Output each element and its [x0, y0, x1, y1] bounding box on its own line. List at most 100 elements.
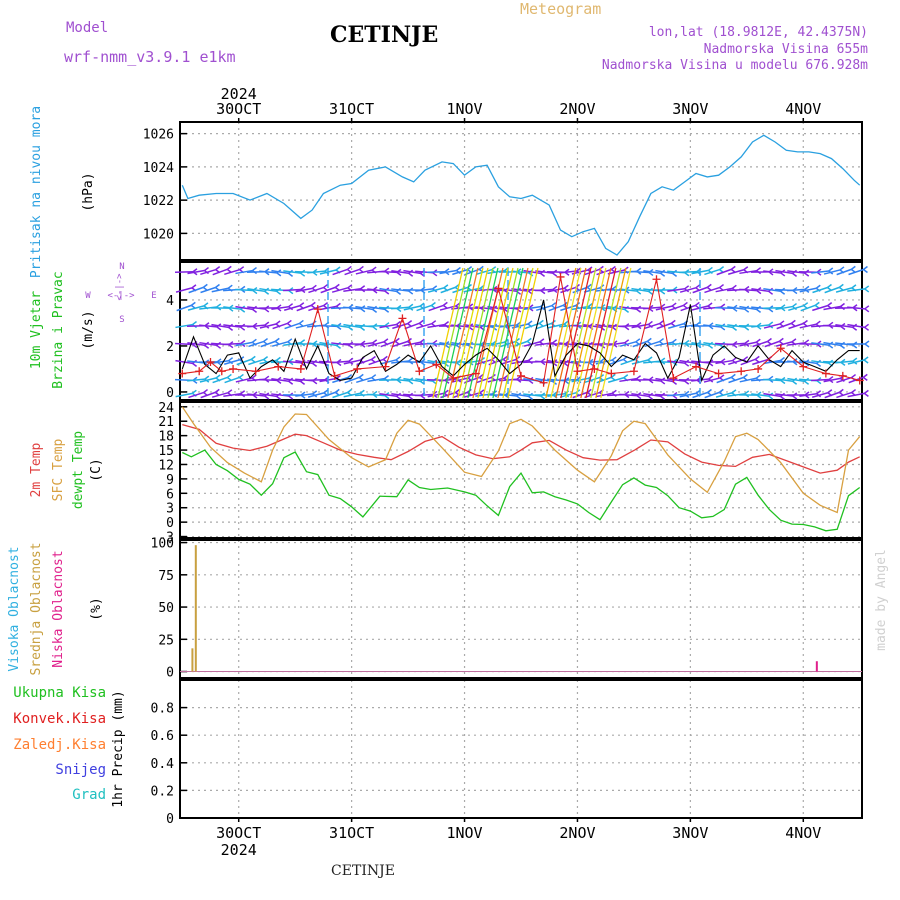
wind-arrow: [202, 283, 208, 288]
wind-arrow: [511, 378, 529, 382]
wind-gust-point: [381, 362, 390, 371]
compass-south: S: [119, 315, 124, 325]
wind-arrow: [756, 267, 762, 272]
wind-arrow: [727, 342, 745, 346]
wind-arrow: [212, 376, 228, 384]
wind-arrow: [547, 287, 565, 293]
wind-arrow: [259, 287, 277, 293]
model-label: Model: [66, 20, 109, 36]
wind-arrow: [335, 266, 341, 271]
wind-arrow: [684, 362, 690, 367]
wind-gust-point: [607, 369, 616, 378]
wind-arrow: [251, 338, 257, 343]
wind-gust-point: [629, 367, 638, 376]
wind-arrow: [251, 374, 257, 379]
legend-graupel: Grad: [72, 787, 106, 803]
wind-arrow: [790, 319, 796, 324]
wind-arrow: [300, 380, 306, 385]
y-tick-label: 6: [166, 487, 174, 502]
wind-arrow: [442, 301, 448, 307]
wind-arrow: [456, 266, 461, 272]
wind-arrow: [391, 288, 409, 292]
day-label-bottom: 30OCT: [216, 824, 261, 842]
wind-arrow: [332, 268, 348, 276]
wind-arrow: [307, 392, 325, 398]
wind-arrow: [847, 359, 865, 365]
day-label-bottom: 31OCT: [329, 824, 374, 842]
wind-arrow: [714, 306, 734, 310]
wind-arrow: [384, 375, 390, 380]
wind-arrow: [366, 324, 386, 328]
pressure-unit: (hPa): [81, 172, 96, 211]
wind-arrow: [583, 287, 601, 293]
y-tick-label: 24: [158, 401, 174, 416]
dewpt-title: dewpt Temp: [71, 431, 86, 509]
cloud-bar: [815, 661, 818, 672]
wind-arrow: [420, 395, 426, 400]
wind-arrow: [298, 319, 304, 325]
wind-arrow: [550, 267, 582, 399]
wind-gust-point: [799, 362, 808, 371]
wind-arrow: [306, 378, 326, 382]
wind-arrow: [415, 288, 433, 292]
wind-arrow: [768, 375, 774, 380]
wind-arrow: [788, 322, 804, 330]
cloud-bar: [191, 648, 194, 672]
wind-arrow: [355, 342, 373, 346]
wind-arrow: [452, 267, 484, 399]
wind-arrow: [768, 395, 774, 400]
wind-arrow: [631, 392, 649, 398]
wind-arrow: [283, 288, 301, 292]
wind-arrow: [863, 392, 869, 397]
station-footer: CETINJE: [331, 863, 395, 879]
wind-arrow: [200, 391, 216, 399]
day-label-top: 2NOV: [559, 100, 595, 118]
wind-arrow: [391, 270, 409, 274]
wind-arrow: [715, 287, 733, 293]
wind-arrow: [667, 288, 685, 292]
wind-arrow: [187, 378, 205, 382]
wind-arrow: [347, 374, 353, 379]
wind-arrow: [214, 388, 220, 393]
wind-arrow: [275, 320, 281, 325]
wind-arrow: [367, 288, 385, 292]
wind-arrow: [851, 373, 857, 379]
wind-arrow: [426, 270, 446, 274]
wind-arrow: [323, 301, 329, 307]
wind-arrow: [271, 341, 289, 347]
wind-arrow: [263, 355, 269, 361]
wind-arrow: [811, 342, 829, 346]
wind-arrow: [799, 323, 817, 329]
wind-arrow: [800, 304, 816, 312]
wind-arrow: [252, 289, 258, 295]
wind-arrow: [516, 395, 522, 400]
wind-arrow: [259, 392, 277, 398]
wind-arrow: [740, 358, 756, 366]
wind-arrow: [575, 267, 607, 399]
wind-gust-point: [415, 367, 424, 376]
wind-arrow: [668, 323, 684, 329]
wind-arrow: [497, 267, 529, 399]
wind-gust-point: [714, 369, 723, 378]
wind-arrow: [646, 337, 652, 342]
wind-arrow: [191, 284, 197, 289]
wind-arrow: [864, 285, 870, 290]
wind-arrow: [358, 373, 364, 378]
wind-arrow: [585, 267, 617, 399]
wind-arrow: [679, 287, 697, 293]
day-label-top: 31OCT: [329, 100, 374, 118]
wind-arrow: [451, 377, 469, 383]
wind-arrow: [175, 287, 193, 293]
mid-cloud-title: Srednja Oblacnost: [29, 542, 44, 675]
y-tick-label: 18: [158, 430, 174, 445]
wind-arrow: [840, 302, 845, 308]
wind-arrow: [384, 267, 390, 272]
day-label-bottom: 4NOV: [785, 824, 821, 842]
wind-arrow: [731, 284, 737, 289]
wind-arrow: [468, 344, 474, 349]
wind-gust-point: [313, 305, 322, 314]
wind-arrow: [595, 392, 613, 398]
wind-arrow: [559, 270, 577, 274]
wind-arrow: [643, 392, 661, 398]
wind-arrow: [288, 290, 294, 295]
